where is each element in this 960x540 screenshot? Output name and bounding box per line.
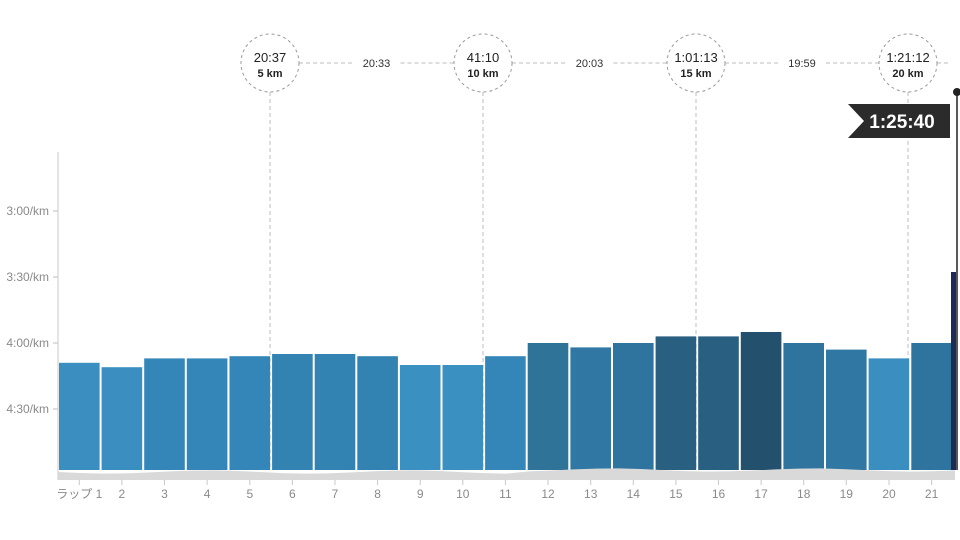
checkpoint-circle	[666, 33, 726, 93]
x-tick-label: 21	[925, 487, 939, 501]
x-tick-label: 6	[289, 487, 296, 501]
lap-bars	[58, 332, 955, 480]
lap-bar	[613, 343, 654, 470]
finish-flag-shape	[848, 104, 950, 138]
x-tick-label: 10	[456, 487, 470, 501]
lap-bar	[826, 349, 867, 470]
lap-bar	[911, 343, 952, 470]
x-tick-label: 9	[417, 487, 424, 501]
checkpoints: 20:37 5 km 41:10 10 km 1:01:13 15 km 1:21:12 20…	[240, 33, 938, 93]
lap-bar	[399, 365, 441, 470]
lap-bar	[655, 336, 697, 470]
x-tick-label: 2	[119, 487, 126, 501]
lap-bar	[314, 354, 356, 470]
x-tick-label: 16	[712, 487, 726, 501]
lap-bar	[868, 358, 910, 470]
lap-bar	[698, 336, 739, 470]
x-tick-label: 8	[374, 487, 381, 501]
checkpoint-circle	[878, 33, 938, 93]
x-tick-label: 20	[882, 487, 896, 501]
x-tick-label: 7	[332, 487, 339, 501]
x-tick-label: 4	[204, 487, 211, 501]
x-tick-label: 12	[541, 487, 555, 501]
x-tick-label: 19	[840, 487, 854, 501]
x-tick-label: 11	[499, 487, 512, 501]
lap-bar	[783, 343, 824, 470]
x-tick-label: ラップ 1	[56, 487, 102, 501]
lap-bar	[144, 358, 185, 470]
split-time: 20:33	[363, 58, 391, 70]
lap-bar	[485, 356, 526, 470]
checkpoint-distance: 20 km	[892, 68, 923, 80]
split-time: 19:59	[788, 58, 816, 70]
split-time: 20:03	[576, 58, 604, 70]
y-tick-label: 4:30/km	[6, 402, 49, 416]
checkpoint-distance: 15 km	[680, 68, 711, 80]
checkpoint-time: 20:37	[254, 50, 287, 65]
elevation-band	[58, 468, 955, 480]
checkpoint-distance: 5 km	[257, 68, 282, 80]
finish-time: 1:25:40	[869, 112, 935, 133]
finish-flag: 1:25:40	[848, 88, 960, 470]
x-tick-label: 3	[161, 487, 168, 501]
x-axis-labels: ラップ 1 2 3 4 5 6 7 8 9 10 11 12 13 14 15 16 17 18 19 20 21	[56, 480, 939, 501]
y-axis: 3:00/km 3:30/km 4:00/km 4:30/km	[6, 152, 59, 480]
lap-bar	[101, 367, 143, 470]
x-tick-label: 17	[754, 487, 768, 501]
checkpoint-distance: 10 km	[467, 68, 498, 80]
y-tick-label: 3:30/km	[6, 270, 49, 284]
x-tick-label: 15	[669, 487, 683, 501]
lap-bar	[570, 347, 611, 470]
lap-bar	[186, 358, 228, 470]
checkpoint-time: 1:21:12	[886, 50, 929, 65]
checkpoint-circle	[453, 33, 513, 93]
y-tick-label: 3:00/km	[6, 204, 49, 218]
checkpoint-time: 41:10	[467, 50, 500, 65]
checkpoint-circle	[240, 33, 300, 93]
lap-bar	[59, 362, 100, 470]
lap-bar	[357, 356, 398, 470]
lap-bar	[272, 354, 313, 470]
x-tick-label: 13	[584, 487, 598, 501]
x-tick-label: 18	[797, 487, 811, 501]
lap-bar	[740, 332, 782, 470]
lap-bar	[527, 343, 569, 470]
x-tick-label: 5	[246, 487, 253, 501]
finish-marker-bar	[951, 272, 956, 470]
lap-bar	[442, 365, 484, 470]
finish-flag-knob	[953, 88, 960, 96]
lap-bar	[229, 356, 271, 470]
y-tick-label: 4:00/km	[6, 336, 49, 350]
x-tick-label: 14	[627, 487, 641, 501]
checkpoint-time: 1:01:13	[674, 50, 717, 65]
